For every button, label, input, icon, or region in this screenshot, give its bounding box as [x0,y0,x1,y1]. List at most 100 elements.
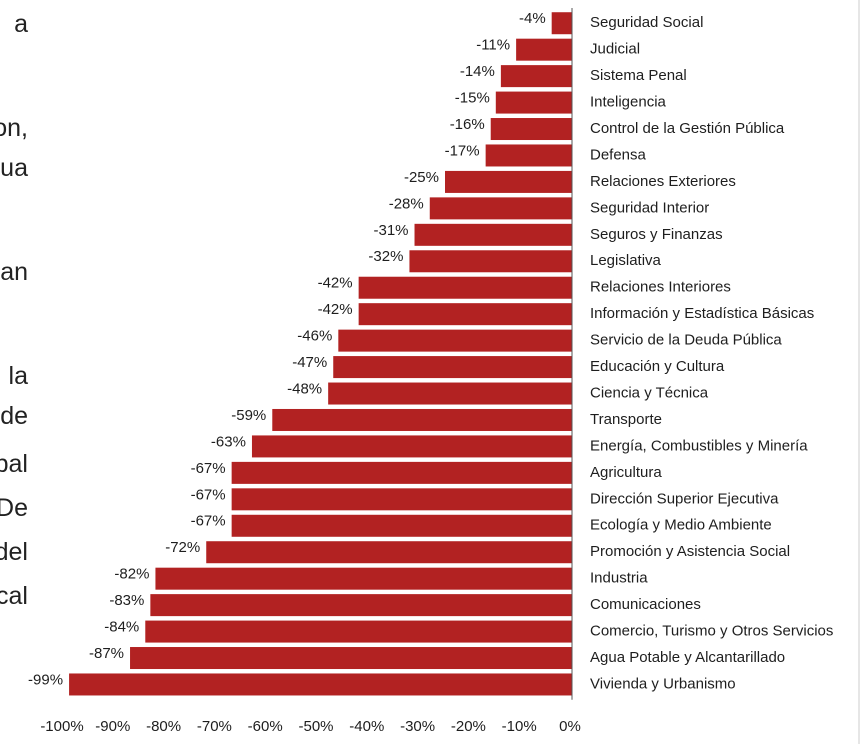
value-labels-group: -4%-11%-14%-15%-16%-17%-25%-28%-31%-32%-… [28,10,546,688]
category-label: Control de la Gestión Pública [590,120,785,137]
category-label: Inteligencia [590,94,667,111]
category-label: Comunicaciones [590,596,701,613]
text-fragment: del [0,538,28,566]
bar-value-label: -46% [297,328,332,345]
category-label: Agua Potable y Alcantarillado [590,649,785,666]
bar [231,514,572,537]
x-tick-label: -90% [95,718,130,735]
bar-value-label: -87% [89,645,124,662]
bar [69,673,572,696]
category-label: Sistema Penal [590,67,687,84]
category-label: Vivienda y Urbanismo [590,675,736,692]
category-label: Seguros y Finanzas [590,226,723,243]
x-tick-label: 0% [559,718,581,735]
category-label: Dirección Superior Ejecutiva [590,490,779,507]
bar [145,620,572,643]
category-label: Seguridad Social [590,14,703,31]
bar-value-label: -67% [191,513,226,530]
bar-value-label: -4% [519,10,546,27]
bar-value-label: -99% [28,671,63,688]
bar [130,647,573,670]
bar [358,276,572,299]
bar [251,435,572,458]
category-label: Agricultura [590,464,662,481]
x-tick-labels-group: -100% -90% -80% -70% -60% -50% -40% -30% -20% -10… [40,718,581,735]
category-label: Energía, Combustibles y Minería [590,437,808,454]
bar [358,303,572,326]
bar [272,408,572,431]
bar [429,197,572,220]
bar-value-label: -63% [211,433,246,450]
bar [490,118,572,141]
category-label: Relaciones Exteriores [590,173,736,190]
x-tick-label: -80% [146,718,181,735]
bar-value-label: -14% [460,63,495,80]
bar-value-label: -42% [318,301,353,318]
bar [516,38,572,61]
category-label: Industria [590,570,648,587]
text-fragment: la [8,362,28,390]
bar [409,250,572,273]
bar [328,382,572,405]
bar-value-label: -25% [404,169,439,186]
x-tick-label: -40% [349,718,384,735]
text-fragment: on, [0,114,28,142]
text-fragment: De [0,494,28,522]
x-tick-label: -70% [197,718,232,735]
bar [445,170,572,193]
text-fragment: pal [0,450,28,478]
category-label: Ecología y Medio Ambiente [590,517,772,534]
bar [150,594,573,617]
bar-value-label: -67% [191,460,226,477]
page-edge [858,0,860,744]
bar-value-label: -48% [287,380,322,397]
bar [485,144,572,167]
bar [500,65,572,88]
category-label: Judicial [590,41,640,58]
bar [155,567,572,590]
category-label: Educación y Cultura [590,358,725,375]
bar-value-label: -47% [292,354,327,371]
bar-value-label: -16% [450,116,485,133]
bar-value-label: -28% [389,195,424,212]
text-fragment: jua [0,154,28,182]
bar-value-label: -84% [104,619,139,636]
category-label: Defensa [590,146,647,163]
bar [551,12,572,35]
bar [231,461,572,484]
bar-value-label: -32% [368,248,403,265]
bar [231,488,572,511]
category-label: Transporte [590,411,662,428]
bar [495,91,572,114]
bar-value-label: -59% [231,407,266,424]
x-tick-label: -20% [451,718,486,735]
cropped-body-text: a on, jua an la de pal De del cal [0,0,40,744]
bar-value-label: -17% [445,142,480,159]
text-fragment: a [14,10,28,38]
bar [206,541,573,564]
bar-value-label: -31% [373,222,408,239]
category-label: Ciencia y Técnica [590,384,709,401]
bar-value-label: -42% [318,275,353,292]
text-fragment: cal [0,582,28,610]
x-tick-label: -60% [248,718,283,735]
bar-value-label: -83% [109,592,144,609]
bar-value-label: -15% [455,90,490,107]
bar-value-label: -11% [476,37,510,54]
category-label: Relaciones Interiores [590,279,731,296]
bar-value-label: -72% [165,539,200,556]
x-tick-label: -30% [400,718,435,735]
category-label: Legislativa [590,252,662,269]
x-tick-label: -50% [298,718,333,735]
category-label: Información y Estadística Básicas [590,305,814,322]
category-label: Comercio, Turismo y Otros Servicios [590,623,833,640]
x-tick-label: -10% [502,718,537,735]
bar [414,223,572,246]
bar-value-label: -67% [191,486,226,503]
bar-value-label: -82% [114,566,149,583]
bar [333,356,572,379]
category-label: Seguridad Interior [590,199,709,216]
category-label: Servicio de la Deuda Pública [590,332,782,349]
bars-group [69,12,573,696]
x-tick-label: -100% [40,718,83,735]
